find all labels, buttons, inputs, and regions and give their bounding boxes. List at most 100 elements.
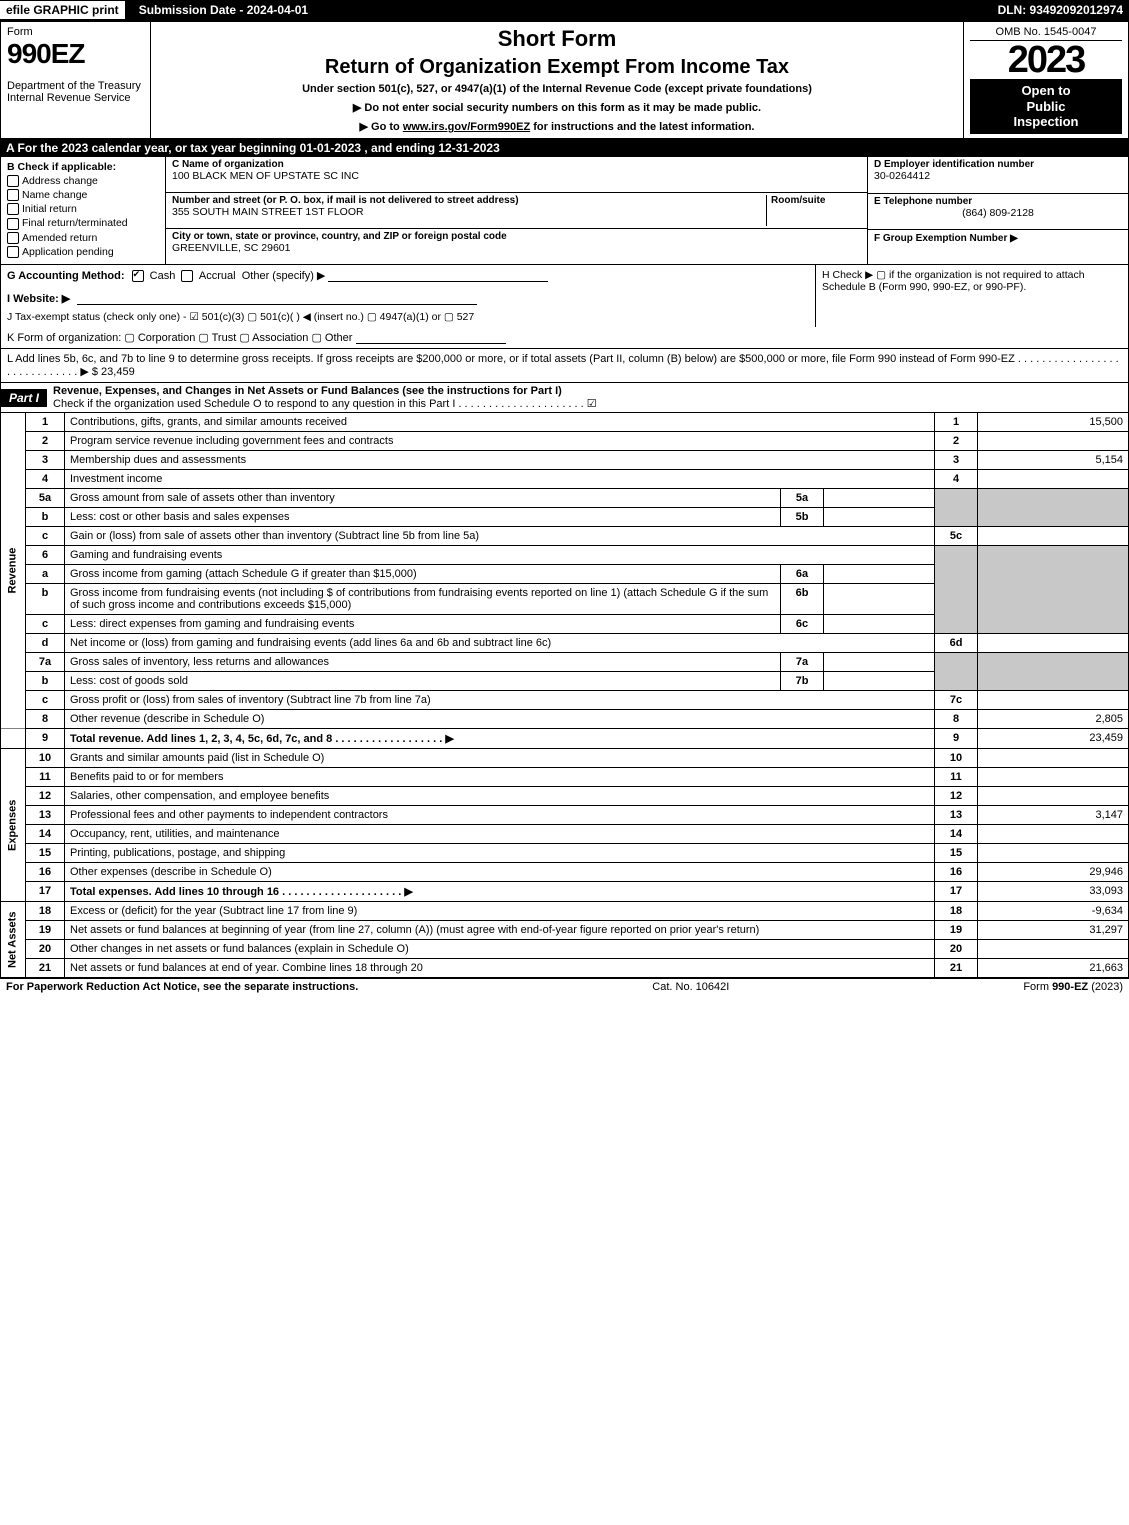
submission-date: Submission Date - 2024-04-01 [129, 1, 318, 19]
ln-9-val: 23,459 [978, 729, 1129, 749]
ein-value: 30-0264412 [874, 170, 1122, 182]
other-label: Other (specify) ▶ [242, 270, 326, 282]
ln-10-col: 10 [935, 749, 978, 768]
ln-6-grey [935, 546, 978, 634]
part-1-label: Part I [1, 389, 47, 407]
org-name-row: C Name of organization 100 BLACK MEN OF … [166, 157, 867, 193]
ln-5a-sv [824, 489, 935, 508]
g-label: G Accounting Method: [7, 270, 125, 282]
ln-5a-desc: Gross amount from sale of assets other t… [65, 489, 781, 508]
ln-8-desc: Other revenue (describe in Schedule O) [65, 710, 935, 729]
ln-5c-num: c [26, 527, 65, 546]
side-label-expenses: Expenses [1, 749, 26, 902]
instr2-post: for instructions and the latest informat… [530, 121, 754, 133]
org-addr-row: Number and street (or P. O. box, if mail… [166, 193, 867, 229]
ln-6c-desc: Less: direct expenses from gaming and fu… [65, 615, 781, 634]
ln-19-desc: Net assets or fund balances at beginning… [65, 921, 935, 940]
ln-19-col: 19 [935, 921, 978, 940]
ln-6-grey-val [978, 546, 1129, 634]
irs-link[interactable]: www.irs.gov/Form990EZ [403, 121, 530, 133]
footer-cat: Cat. No. 10642I [358, 981, 1023, 993]
ln-2-num: 2 [26, 432, 65, 451]
ln-5a-sb: 5a [781, 489, 824, 508]
part-1-title: Revenue, Expenses, and Changes in Net As… [53, 385, 562, 397]
ln-17-val: 33,093 [978, 882, 1129, 902]
part-1-check: Check if the organization used Schedule … [53, 398, 597, 410]
col-de: D Employer identification number 30-0264… [868, 157, 1128, 264]
ln-11-col: 11 [935, 768, 978, 787]
org-city-row: City or town, state or province, country… [166, 229, 867, 264]
chk-accrual[interactable] [181, 270, 193, 282]
short-form-title: Short Form [159, 26, 955, 52]
line-j: J Tax-exempt status (check only one) - ☑… [7, 311, 809, 323]
form-title-block: Short Form Return of Organization Exempt… [151, 22, 963, 138]
ln-6a-sv [824, 565, 935, 584]
other-specify-field[interactable] [328, 269, 548, 282]
phone-row: E Telephone number (864) 809-2128 [868, 194, 1128, 231]
chk-name-change[interactable]: Name change [7, 189, 159, 201]
chk-application-pending[interactable]: Application pending [7, 246, 159, 258]
ln-17-col: 17 [935, 882, 978, 902]
ln-6b-sv [824, 584, 935, 615]
website-field[interactable] [77, 292, 477, 305]
accrual-label: Accrual [199, 270, 236, 282]
dept-line-1: Department of the Treasury [7, 80, 144, 92]
ln-12-col: 12 [935, 787, 978, 806]
ln-11-num: 11 [26, 768, 65, 787]
ln-3-col: 3 [935, 451, 978, 470]
ln-12-num: 12 [26, 787, 65, 806]
ln-1-col: 1 [935, 413, 978, 432]
ln-18-col: 18 [935, 902, 978, 921]
efile-label: efile GRAPHIC print [0, 1, 125, 19]
ln-21-num: 21 [26, 959, 65, 978]
ein-label: D Employer identification number [874, 159, 1122, 170]
inspection-l3: Inspection [972, 114, 1120, 130]
ln-15-desc: Printing, publications, postage, and shi… [65, 844, 935, 863]
chk-cash[interactable] [132, 270, 144, 282]
form-header: Form 990EZ Department of the Treasury In… [0, 20, 1129, 139]
ln-8-num: 8 [26, 710, 65, 729]
chk-final-return[interactable]: Final return/terminated [7, 217, 159, 229]
chk-initial-return[interactable]: Initial return [7, 203, 159, 215]
chk-amended-return[interactable]: Amended return [7, 232, 159, 244]
ln-15-num: 15 [26, 844, 65, 863]
ln-7c-desc: Gross profit or (loss) from sales of inv… [65, 691, 935, 710]
ln-5b-num: b [26, 508, 65, 527]
ln-4-num: 4 [26, 470, 65, 489]
ln-7a-num: 7a [26, 653, 65, 672]
instr2-pre: ▶ Go to [360, 121, 403, 133]
ln-6d-num: d [26, 634, 65, 653]
form-number: 990EZ [7, 38, 144, 70]
group-ex-label: F Group Exemption Number ▶ [874, 233, 1018, 244]
instruction-1: ▶ Do not enter social security numbers o… [159, 101, 955, 114]
ln-14-val [978, 825, 1129, 844]
ln-5a-num: 5a [26, 489, 65, 508]
room-label: Room/suite [771, 195, 861, 206]
ln-20-num: 20 [26, 940, 65, 959]
line-k: K Form of organization: ▢ Corporation ▢ … [1, 327, 1128, 349]
ein-row: D Employer identification number 30-0264… [868, 157, 1128, 194]
top-bar: efile GRAPHIC print Submission Date - 20… [0, 0, 1129, 20]
ln-7c-col: 7c [935, 691, 978, 710]
other-org-field[interactable] [356, 331, 506, 344]
ln-8-val: 2,805 [978, 710, 1129, 729]
dln-label: DLN: 93492092012974 [992, 1, 1129, 19]
ln-7c-num: c [26, 691, 65, 710]
form-word: Form [7, 26, 144, 38]
ln-5b-sb: 5b [781, 508, 824, 527]
ln-16-val: 29,946 [978, 863, 1129, 882]
line-l: L Add lines 5b, 6c, and 7b to line 9 to … [1, 349, 1128, 382]
subtitle: Under section 501(c), 527, or 4947(a)(1)… [159, 83, 955, 95]
lines-g-h: G Accounting Method: Cash Accrual Other … [0, 265, 1129, 383]
ln-16-desc: Other expenses (describe in Schedule O) [65, 863, 935, 882]
line-g: G Accounting Method: Cash Accrual Other … [1, 265, 815, 327]
line-h: H Check ▶ ▢ if the organization is not r… [815, 265, 1128, 327]
ln-20-desc: Other changes in net assets or fund bala… [65, 940, 935, 959]
ln-6d-col: 6d [935, 634, 978, 653]
ln-17-num: 17 [26, 882, 65, 902]
chk-address-change[interactable]: Address change [7, 175, 159, 187]
ln-16-col: 16 [935, 863, 978, 882]
ln-7a-sv [824, 653, 935, 672]
ln-21-col: 21 [935, 959, 978, 978]
ln-13-num: 13 [26, 806, 65, 825]
